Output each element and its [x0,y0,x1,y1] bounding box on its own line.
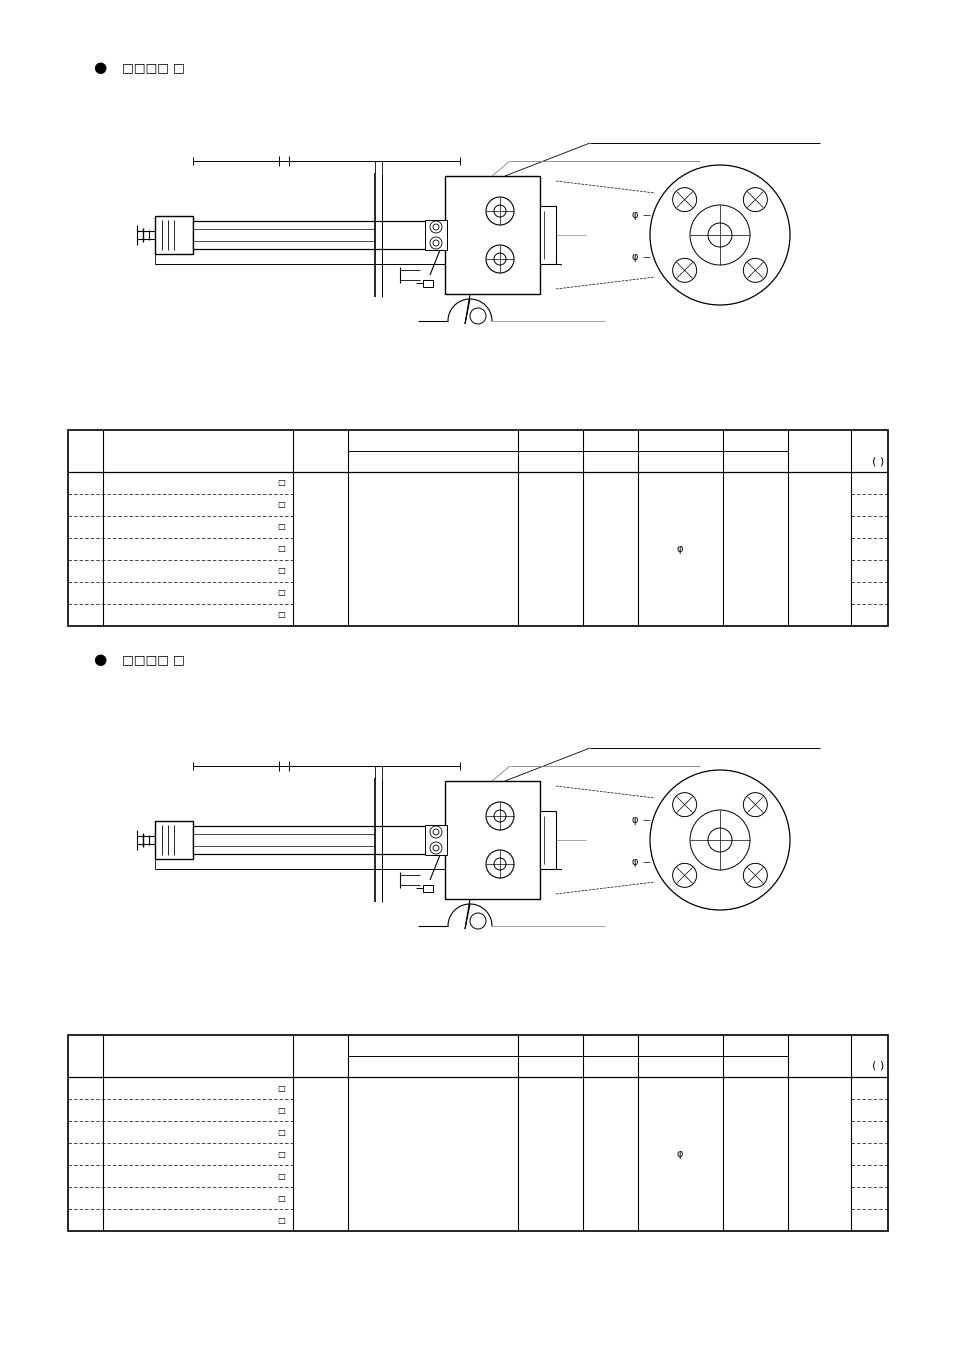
Text: □: □ [276,544,285,554]
Circle shape [485,850,514,878]
Text: ( ): ( ) [871,1061,883,1071]
Bar [539,811,556,869]
Circle shape [433,240,438,246]
Circle shape [742,793,766,816]
Text: ●: ● [93,61,107,76]
Bar [154,216,193,254]
Text: φ: φ [676,1148,682,1159]
Circle shape [707,223,731,247]
Text: □□□□ □: □□□□ □ [122,62,185,74]
Circle shape [742,258,766,282]
Text: φ: φ [631,815,638,825]
Text: □: □ [276,1128,285,1136]
Text: φ: φ [631,253,638,262]
Circle shape [430,842,441,854]
Circle shape [430,825,441,838]
Circle shape [494,811,505,821]
Bar [68,1035,887,1231]
Circle shape [433,830,438,835]
Bar [154,821,193,859]
Text: □: □ [276,1150,285,1159]
Text: □: □ [276,500,285,509]
Text: □: □ [276,478,285,488]
Circle shape [433,844,438,851]
Bar [193,222,444,249]
Bar [68,430,887,626]
Circle shape [470,308,485,324]
Circle shape [470,913,485,929]
Bar [193,825,444,854]
Circle shape [672,258,696,282]
Text: ( ): ( ) [871,457,883,466]
Circle shape [649,165,789,305]
Circle shape [485,802,514,830]
Circle shape [689,811,749,870]
Bar [539,205,556,263]
Circle shape [494,858,505,870]
Text: φ: φ [631,857,638,867]
Bar [444,176,539,295]
Circle shape [672,863,696,888]
Circle shape [485,197,514,226]
Bar [422,885,433,892]
Bar [424,220,447,250]
Circle shape [430,222,441,232]
Circle shape [707,828,731,852]
Text: □: □ [276,1216,285,1224]
Circle shape [672,793,696,816]
Circle shape [672,188,696,212]
Circle shape [485,245,514,273]
Text: ●: ● [93,653,107,667]
Text: φ: φ [631,209,638,220]
Text: □: □ [276,566,285,576]
Circle shape [649,770,789,911]
Circle shape [494,253,505,265]
Circle shape [689,205,749,265]
Circle shape [494,205,505,218]
Text: □: □ [276,611,285,620]
Bar [424,825,447,855]
Text: □: □ [276,1193,285,1202]
Text: □: □ [276,1084,285,1093]
Circle shape [433,224,438,230]
Circle shape [742,188,766,212]
Text: φ: φ [676,544,682,554]
Circle shape [742,863,766,888]
Bar [422,280,433,286]
Text: □: □ [276,589,285,597]
Text: □: □ [276,1171,285,1181]
Text: □□□□ □: □□□□ □ [122,654,185,666]
Text: □: □ [276,1105,285,1115]
Bar [444,781,539,898]
Circle shape [430,236,441,249]
Text: □: □ [276,523,285,531]
